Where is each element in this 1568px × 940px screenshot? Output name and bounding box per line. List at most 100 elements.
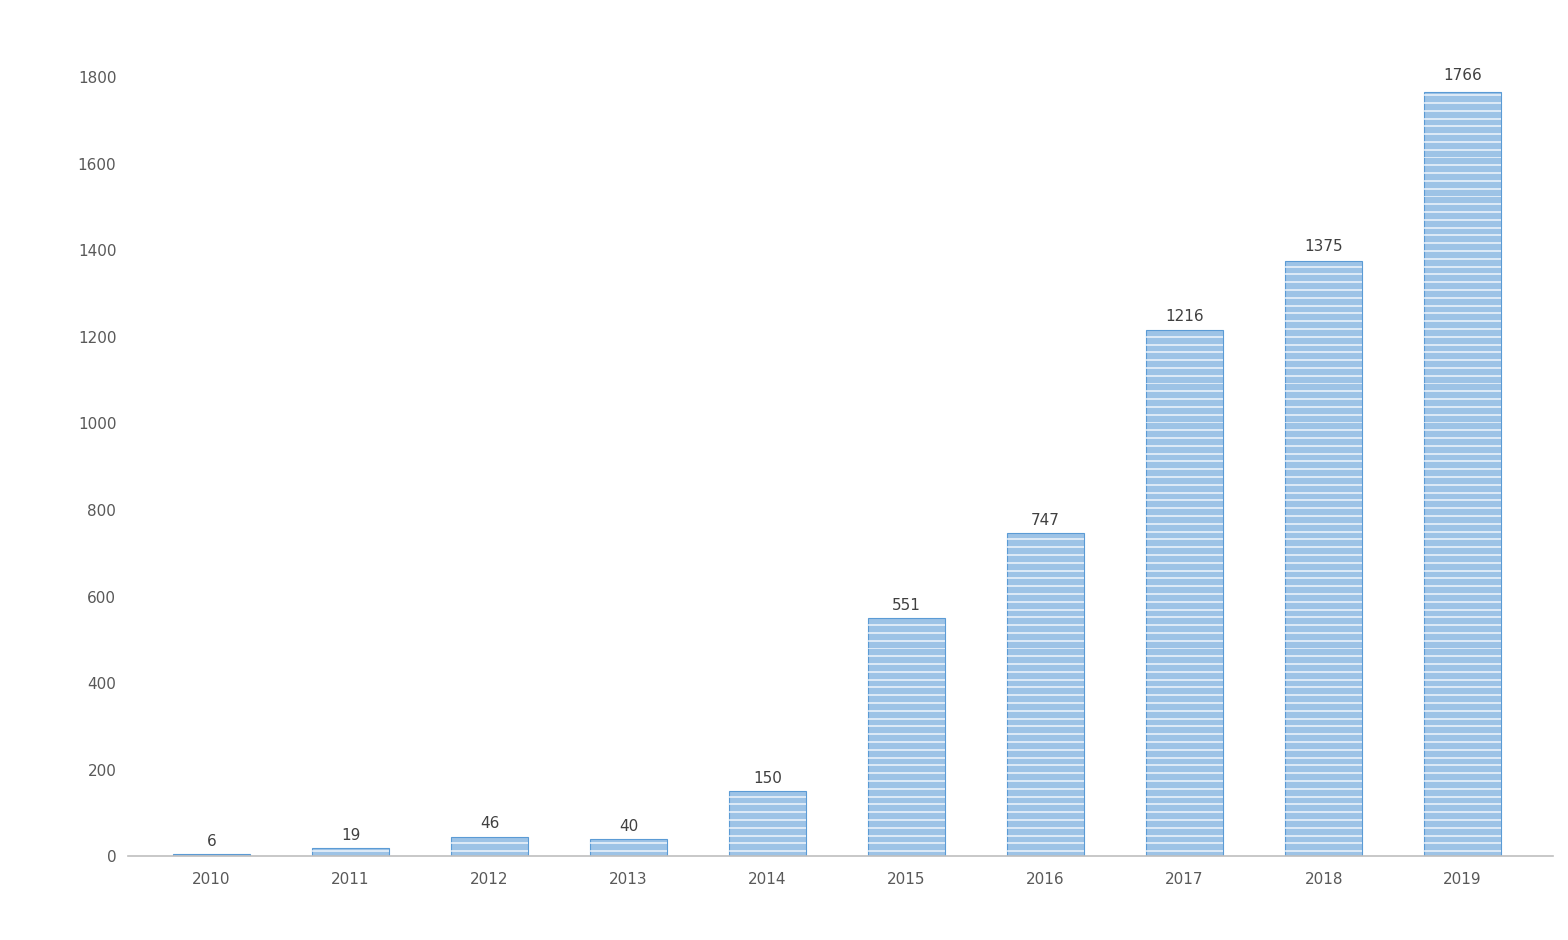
Bar: [1424, 476, 1501, 478]
Bar: [1007, 624, 1083, 626]
Bar: [1286, 749, 1363, 751]
Bar: [1424, 741, 1501, 743]
Bar: [1424, 827, 1501, 829]
Bar: [1146, 686, 1223, 688]
Bar: [1424, 640, 1501, 642]
Bar: [869, 749, 946, 751]
Bar: [1146, 811, 1223, 813]
Bar: [1424, 359, 1501, 361]
Bar: [1286, 593, 1363, 595]
Bar: [1424, 421, 1501, 423]
Bar: [1286, 764, 1363, 766]
Bar: [1007, 655, 1083, 657]
Bar: [1424, 203, 1501, 205]
Bar: [1146, 632, 1223, 634]
Bar: [1146, 749, 1223, 751]
Bar: [1146, 710, 1223, 712]
Bar: [1424, 570, 1501, 572]
Bar: [1286, 375, 1363, 377]
Bar: [1424, 399, 1501, 400]
Bar: [174, 854, 249, 856]
Bar: [1286, 546, 1363, 548]
Bar: [1146, 523, 1223, 525]
Bar: [1286, 453, 1363, 455]
Bar: [1286, 359, 1363, 361]
Bar: [1424, 133, 1501, 135]
Bar: [1146, 804, 1223, 806]
Bar: [1146, 352, 1223, 353]
Bar: [869, 671, 946, 673]
Bar: [1424, 663, 1501, 666]
Bar: [1424, 344, 1501, 346]
Bar: [1146, 788, 1223, 790]
Bar: [1286, 305, 1363, 306]
Bar: [1146, 492, 1223, 494]
Bar: [1146, 850, 1223, 852]
Bar: [1286, 297, 1363, 299]
Bar: [1146, 764, 1223, 766]
Bar: [1146, 359, 1223, 361]
Bar: [452, 837, 528, 856]
Bar: [1286, 811, 1363, 813]
Bar: [1424, 281, 1501, 283]
Bar: [1007, 586, 1083, 588]
Bar: [869, 780, 946, 782]
Bar: [869, 726, 946, 728]
Bar: [729, 804, 806, 806]
Bar: [1424, 749, 1501, 751]
Bar: [1424, 266, 1501, 268]
Bar: [591, 850, 666, 852]
Bar: [1286, 328, 1363, 330]
Bar: [1286, 733, 1363, 735]
Bar: [869, 695, 946, 697]
Bar: [1146, 499, 1223, 501]
Bar: [869, 733, 946, 735]
Bar: [1424, 234, 1501, 237]
Bar: [1424, 577, 1501, 579]
Bar: [1424, 437, 1501, 439]
Text: 1375: 1375: [1305, 239, 1342, 254]
Bar: [1424, 375, 1501, 377]
Bar: [1424, 258, 1501, 259]
Text: 551: 551: [892, 598, 920, 613]
Bar: [1424, 608, 1501, 610]
Bar: [1286, 648, 1363, 650]
Bar: [1424, 671, 1501, 673]
Bar: [729, 827, 806, 829]
Bar: [1424, 289, 1501, 291]
Bar: [1007, 850, 1083, 852]
Bar: [1007, 780, 1083, 782]
Bar: [1424, 180, 1501, 181]
Bar: [1424, 702, 1501, 704]
Bar: [869, 811, 946, 813]
Bar: [869, 835, 946, 837]
Bar: [1424, 780, 1501, 782]
Bar: [1007, 593, 1083, 595]
Bar: [1424, 546, 1501, 548]
Bar: [869, 764, 946, 766]
Bar: [1146, 679, 1223, 681]
Bar: [729, 795, 806, 797]
Bar: [1146, 827, 1223, 829]
Bar: [1424, 297, 1501, 299]
Bar: [1424, 586, 1501, 588]
Bar: [1286, 289, 1363, 291]
Bar: [1424, 788, 1501, 790]
Bar: [1146, 835, 1223, 837]
Bar: [1424, 274, 1501, 275]
Bar: [1146, 344, 1223, 346]
Bar: [1146, 702, 1223, 704]
Bar: [1424, 212, 1501, 213]
Bar: [1286, 554, 1363, 556]
Bar: [312, 848, 389, 856]
Bar: [869, 850, 946, 852]
Bar: [1286, 601, 1363, 603]
Bar: [1286, 702, 1363, 704]
Bar: [1007, 640, 1083, 642]
Bar: [1424, 717, 1501, 720]
Bar: [1146, 663, 1223, 666]
Bar: [1424, 842, 1501, 844]
Bar: [1424, 484, 1501, 486]
Bar: [1286, 266, 1363, 268]
Bar: [452, 842, 528, 844]
